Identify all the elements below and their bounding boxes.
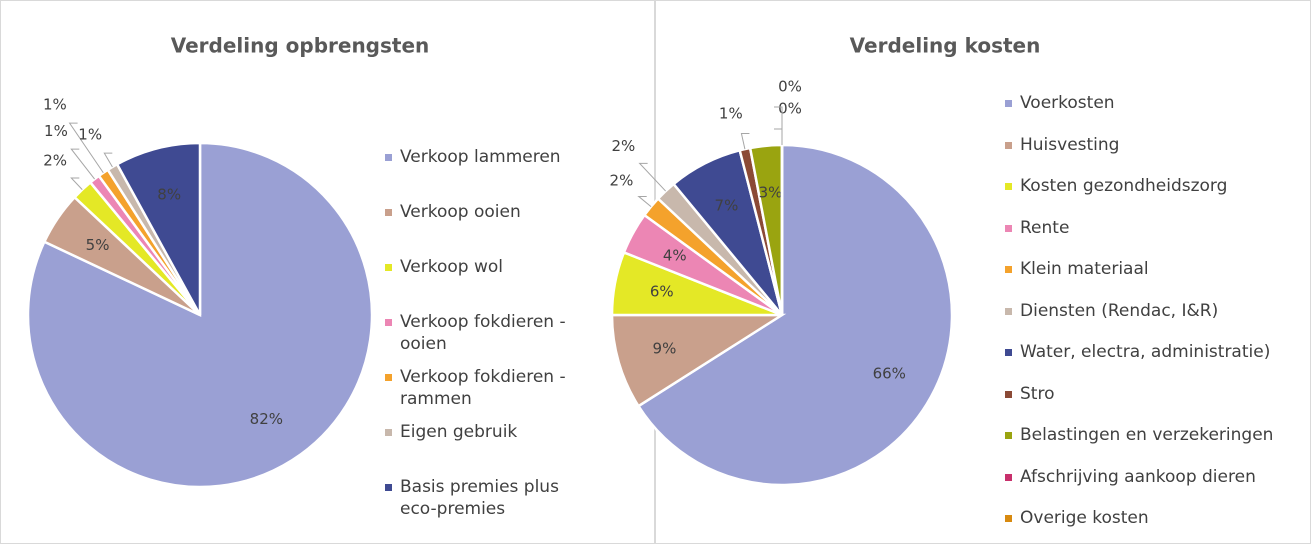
legend-swatch xyxy=(385,429,392,436)
leader-line xyxy=(70,177,83,190)
data-label: 1% xyxy=(719,104,743,122)
legend-label: Stro xyxy=(1020,383,1055,404)
legend-item: Verkoop ooien xyxy=(385,201,600,223)
legend-label: Verkoop fokdieren - ooien xyxy=(400,312,566,354)
legend-swatch xyxy=(385,319,392,326)
pie-slice xyxy=(610,313,787,408)
chart-title: Verdeling opbrengsten xyxy=(171,34,430,58)
legend-label: Afschrijving aankoop dieren xyxy=(1020,466,1256,487)
legend-label: Basis premies plus eco-premies xyxy=(400,477,559,519)
data-label: 0% xyxy=(778,78,802,96)
legend-label: Voerkosten xyxy=(1020,93,1115,113)
legend-item: Klein materiaal xyxy=(1005,258,1305,280)
legend-swatch xyxy=(385,484,392,491)
legend-item: Rente xyxy=(1005,217,1305,239)
data-label: 3% xyxy=(759,184,783,202)
legend-label: Water, electra, administratie) xyxy=(1020,342,1271,362)
leader-line xyxy=(637,195,652,208)
legend-item: Water, electra, administratie) xyxy=(1005,341,1305,363)
data-label: 2% xyxy=(612,137,636,155)
pie-slice xyxy=(636,143,954,487)
leader-line xyxy=(103,152,113,168)
legend-label: Klein materiaal xyxy=(1020,259,1149,279)
legend-swatch xyxy=(385,209,392,216)
leader-line xyxy=(774,106,783,145)
leader-line xyxy=(638,162,666,192)
data-label: 1% xyxy=(78,125,102,143)
legend-item: Verkoop lammeren xyxy=(385,146,600,168)
legend-label: Belastingen en verzekeringen xyxy=(1020,425,1274,445)
data-label: 66% xyxy=(873,364,906,382)
legend-label: Kosten gezondheidszorg xyxy=(1020,176,1228,196)
data-label: 1% xyxy=(44,122,68,140)
leader-line xyxy=(740,132,750,150)
legend-label: Verkoop wol xyxy=(400,257,504,277)
data-label: 0% xyxy=(778,100,802,118)
leader-line xyxy=(774,128,783,145)
legend-item: Basis premies plus eco-premies xyxy=(385,476,600,520)
legend-swatch xyxy=(1005,390,1012,398)
legend-swatch xyxy=(1005,266,1012,273)
data-label: 82% xyxy=(250,410,283,428)
legend-item: Kosten gezondheidszorg xyxy=(1005,175,1305,197)
legend-item: Verkoop wol xyxy=(385,256,600,278)
data-label: 9% xyxy=(653,340,677,358)
data-label: 1% xyxy=(43,96,67,114)
legend-item: Afschrijving aankoop dieren xyxy=(1005,466,1305,488)
legend-swatch xyxy=(1005,224,1012,232)
legend-swatch xyxy=(1005,183,1012,190)
data-label: 2% xyxy=(610,171,634,189)
data-label: 8% xyxy=(157,186,181,204)
legend-item: Eigen gebruik xyxy=(385,421,600,443)
legend-label: Diensten (Rendac, I&R) xyxy=(1020,300,1219,321)
legend-swatch xyxy=(1005,141,1012,149)
legend-item: Diensten (Rendac, I&R) xyxy=(1005,300,1305,322)
data-label: 7% xyxy=(715,196,739,214)
legend-label: Verkoop fokdieren - rammen xyxy=(400,367,566,409)
legend-label: Overige kosten xyxy=(1020,508,1149,528)
leader-line xyxy=(70,148,95,180)
leader-line xyxy=(68,122,104,174)
legend-swatch xyxy=(385,264,392,271)
pie-slice xyxy=(115,141,202,316)
legend-item: Verkoop fokdieren - rammen xyxy=(385,366,600,410)
data-label: 5% xyxy=(86,236,110,254)
legend-item: Belastingen en verzekeringen xyxy=(1005,424,1305,446)
legend-label: Verkoop ooien xyxy=(400,202,521,222)
legend-label: Verkoop lammeren xyxy=(400,147,561,167)
legend-item: Voerkosten xyxy=(1005,92,1305,114)
legend-swatch xyxy=(385,374,392,381)
legend-label: Eigen gebruik xyxy=(400,422,518,442)
legend-swatch xyxy=(1005,432,1012,439)
legend-item: Verkoop fokdieren - ooien xyxy=(385,311,600,355)
chart-title: Verdeling kosten xyxy=(850,34,1041,58)
legend-swatch xyxy=(1005,349,1012,356)
legend-item: Huisvesting xyxy=(1005,134,1305,156)
legend-label: Huisvesting xyxy=(1020,134,1120,155)
legend-swatch xyxy=(385,154,392,161)
legend-swatch xyxy=(1005,307,1012,315)
data-label: 4% xyxy=(663,247,687,265)
legend-swatch xyxy=(1005,515,1012,522)
legend-label: Rente xyxy=(1020,217,1070,238)
data-label: 2% xyxy=(43,152,67,170)
legend-item: Stro xyxy=(1005,383,1305,405)
data-label: 6% xyxy=(650,283,674,301)
legend-swatch xyxy=(1005,100,1012,107)
legend-item: Overige kosten xyxy=(1005,507,1305,529)
legend-swatch xyxy=(1005,473,1012,481)
